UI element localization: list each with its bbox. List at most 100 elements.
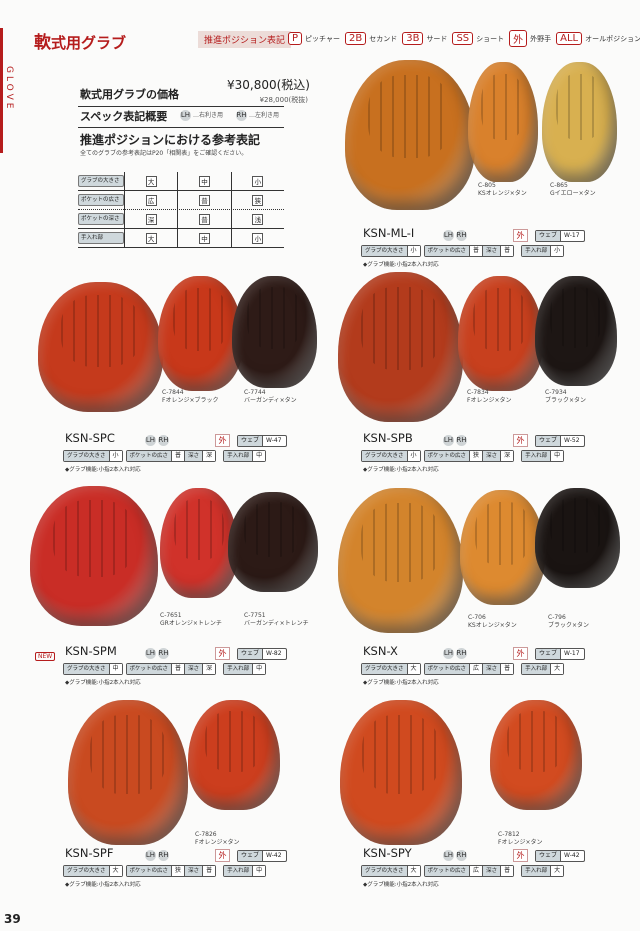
variant-color: Fオレンジ×ブラック bbox=[162, 397, 219, 404]
position-code: ALL bbox=[556, 32, 583, 45]
lh-badge: LH bbox=[180, 110, 191, 121]
reference-note: 全てのグラブの参考表記はP20「相関表」をご確認ください。 bbox=[80, 150, 248, 157]
pocket-width-label: ポケットの広さ bbox=[424, 451, 470, 461]
reference-cell: 中 bbox=[177, 228, 230, 248]
rh-desc: …左利き用 bbox=[249, 112, 280, 119]
care-value: 大 bbox=[550, 866, 564, 876]
web-label: ウェブ bbox=[536, 436, 562, 446]
care-value: 中 bbox=[252, 451, 266, 461]
reference-cell: 小 bbox=[230, 171, 284, 191]
rh-badge: RH bbox=[456, 850, 467, 861]
reference-value: 狭 bbox=[252, 194, 264, 206]
product-name: KSN-SPM bbox=[65, 644, 117, 658]
spec-row: グラブの大きさ中ポケットの広さ普深さ深手入れ部中 bbox=[63, 663, 267, 675]
position-badge: 外 bbox=[513, 647, 528, 660]
section-rule bbox=[0, 28, 3, 153]
variant-caption: C-7844 Fオレンジ×ブラック bbox=[162, 389, 218, 405]
care-value: 大 bbox=[550, 664, 564, 674]
variant-color: KSオレンジ×タン bbox=[468, 622, 517, 629]
size-value: 小 bbox=[406, 246, 420, 256]
reference-cell: 大 bbox=[124, 171, 177, 191]
lh-badge: LH bbox=[443, 648, 454, 659]
web-label: ウェブ bbox=[238, 436, 264, 446]
rh-badge: RH bbox=[158, 648, 169, 659]
variant-color: バーガンディ×トレンチ bbox=[244, 620, 309, 627]
care-value: 小 bbox=[550, 246, 564, 256]
new-badge: NEW bbox=[35, 652, 56, 661]
variant-code: C-7934 bbox=[545, 389, 567, 396]
position-legend-item: 2B セカンド bbox=[344, 30, 398, 47]
web-label: ウェブ bbox=[536, 649, 562, 659]
pocket-depth-value: 普 bbox=[500, 664, 514, 674]
divider bbox=[78, 127, 284, 128]
pocket-depth-label: 深さ bbox=[184, 866, 203, 876]
position-badge: 外 bbox=[215, 647, 230, 660]
pocket-depth-label: 深さ bbox=[482, 664, 501, 674]
size-spec: グラブの大きさ中 bbox=[63, 663, 123, 675]
glove-image bbox=[535, 276, 617, 386]
variant-code: C-7744 bbox=[244, 389, 266, 396]
reference-value: 大 bbox=[145, 232, 157, 244]
glove-image bbox=[542, 62, 617, 182]
title-rest: 式用グラブ bbox=[51, 34, 127, 52]
care-spec: 手入れ部中 bbox=[223, 663, 267, 675]
pocket-spec: ポケットの広さ普深さ深 bbox=[125, 450, 217, 462]
pocket-depth-label: 深さ bbox=[482, 451, 501, 461]
variant-code: C-7844 bbox=[162, 389, 184, 396]
pocket-spec: ポケットの広さ広深さ普 bbox=[423, 865, 515, 877]
position-badge: 外 bbox=[513, 434, 528, 447]
pocket-width-label: ポケットの広さ bbox=[424, 664, 470, 674]
reference-cell: 深 bbox=[124, 209, 177, 229]
product-name: KSN-SPC bbox=[65, 431, 115, 445]
variant-color: KSオレンジ×タン bbox=[478, 190, 527, 197]
position-label: ピッチャー bbox=[305, 34, 340, 43]
variant-color: ブラック×タン bbox=[545, 397, 587, 404]
reference-cell: 普 bbox=[177, 209, 230, 229]
lh-legend: LH …右利き用 bbox=[180, 110, 223, 121]
web-value: W-52 bbox=[564, 437, 580, 444]
pocket-spec: ポケットの広さ普深さ深 bbox=[125, 663, 217, 675]
variant-caption: C-7812 Fオレンジ×タン bbox=[498, 831, 542, 847]
hand-badges: LH RH bbox=[145, 850, 171, 861]
size-label: グラブの大きさ bbox=[64, 664, 109, 674]
care-label: 手入れ部 bbox=[522, 246, 551, 256]
hand-badges: LH RH bbox=[145, 648, 171, 659]
lh-badge: LH bbox=[145, 648, 156, 659]
pocket-depth-value: 深 bbox=[202, 451, 216, 461]
care-spec: 手入れ部中 bbox=[223, 865, 267, 877]
size-value: 小 bbox=[108, 451, 122, 461]
position-label: オールポジション bbox=[585, 34, 640, 43]
position-badge: 外 bbox=[513, 229, 528, 242]
pocket-width-label: ポケットの広さ bbox=[424, 246, 470, 256]
position-legend-item: ALL オールポジション bbox=[556, 30, 640, 47]
position-badge: 外 bbox=[215, 849, 230, 862]
rh-legend: RH …左利き用 bbox=[236, 110, 279, 121]
pocket-spec: ポケットの広さ普深さ普 bbox=[423, 245, 515, 257]
variant-code: C-7812 bbox=[498, 831, 520, 838]
size-spec: グラブの大きさ大 bbox=[361, 865, 421, 877]
care-label: 手入れ部 bbox=[522, 664, 551, 674]
size-value: 大 bbox=[406, 664, 420, 674]
glove-image bbox=[38, 282, 163, 412]
glove-image bbox=[30, 486, 158, 626]
pocket-depth-value: 普 bbox=[202, 866, 216, 876]
hand-badges: LH RH bbox=[443, 850, 469, 861]
glove-image bbox=[188, 700, 280, 810]
glove-image bbox=[338, 488, 463, 633]
spec-row: グラブの大きさ小ポケットの広さ普深さ普手入れ部小 bbox=[361, 245, 565, 257]
hand-badges: LH RH bbox=[145, 435, 171, 446]
feature-note: ◆グラブ機能:小指2本入れ対応 bbox=[65, 882, 141, 888]
reference-cell: 狭 bbox=[230, 190, 284, 210]
variant-code: C-706 bbox=[468, 614, 486, 621]
variant-code: C-7826 bbox=[195, 831, 217, 838]
care-spec: 手入れ部中 bbox=[521, 450, 565, 462]
position-label: セカンド bbox=[369, 34, 398, 43]
web-spec: ウェブ W-47 bbox=[237, 435, 287, 447]
position-label: ショート bbox=[476, 34, 505, 43]
variant-caption: C-706 KSオレンジ×タン bbox=[468, 614, 517, 630]
glove-image bbox=[340, 700, 462, 845]
product-name: KSN-X bbox=[363, 644, 398, 658]
glove-image bbox=[158, 276, 243, 391]
web-value: W-42 bbox=[266, 852, 282, 859]
position-legend-item: 3B サード bbox=[402, 30, 447, 47]
